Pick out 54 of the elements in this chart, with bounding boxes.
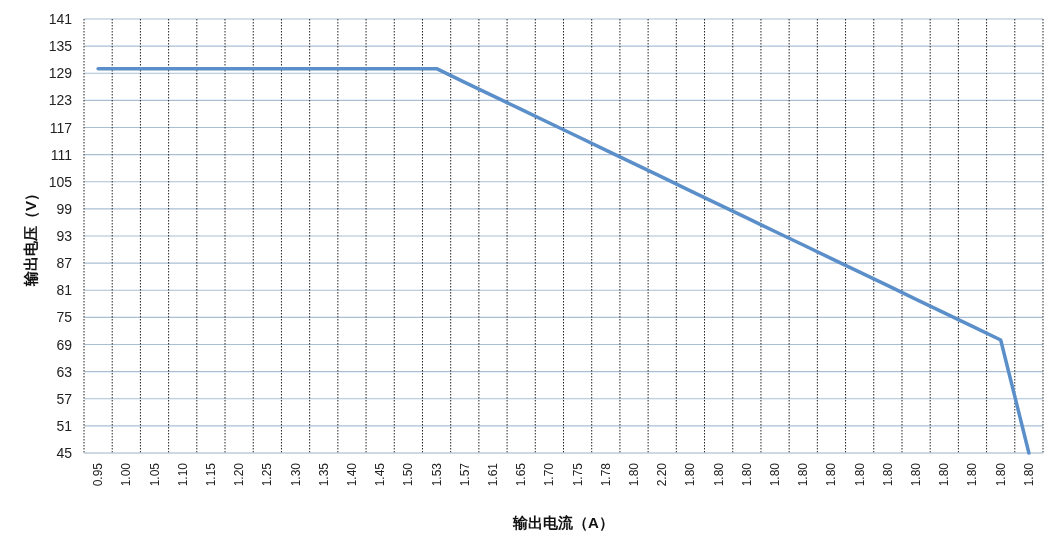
y-tick-label: 111 xyxy=(50,146,73,163)
y-tick-label: 87 xyxy=(56,255,73,272)
y-tick-label: 81 xyxy=(56,282,73,299)
x-tick-label: 1.80 xyxy=(909,462,924,487)
x-tick-label: 1.80 xyxy=(880,462,895,487)
y-tick-label: 51 xyxy=(56,417,73,434)
x-tick-label: 1.30 xyxy=(288,462,303,487)
line-series xyxy=(96,66,1031,455)
x-tick-label: 1.57 xyxy=(457,462,472,487)
x-tick-label: 1.80 xyxy=(711,462,726,487)
x-tick-label: 1.05 xyxy=(147,462,162,487)
y-tick-label: 99 xyxy=(56,200,73,217)
y-tick-label: 69 xyxy=(56,336,73,353)
x-tick-label: 1.80 xyxy=(993,462,1008,487)
y-axis-title: 输出电压（V） xyxy=(22,185,39,288)
x-tick-label: 1.45 xyxy=(373,462,388,487)
x-tick-label: 1.35 xyxy=(316,462,331,487)
y-tick-label: 129 xyxy=(48,65,73,82)
x-tick-label: 1.80 xyxy=(1021,462,1036,487)
x-tick-label: 1.80 xyxy=(937,462,952,487)
y-tick-label: 63 xyxy=(56,363,73,380)
x-tick-label: 1.53 xyxy=(429,462,444,487)
x-tick-label: 1.80 xyxy=(768,462,783,487)
x-tick-label: 1.40 xyxy=(344,462,359,487)
x-tick-label: 1.00 xyxy=(119,462,134,487)
y-tick-label: 93 xyxy=(56,228,73,244)
y-tick-label: 141 xyxy=(48,11,73,27)
x-tick-label: 1.15 xyxy=(203,462,218,487)
x-tick-label: 1.80 xyxy=(627,462,642,487)
x-tick-label: 1.65 xyxy=(514,462,529,487)
x-tick-label: 1.10 xyxy=(175,462,190,487)
x-tick-label: 1.80 xyxy=(824,462,839,487)
x-tick-label: 1.50 xyxy=(401,462,416,487)
y-tick-label: 135 xyxy=(48,38,73,55)
x-tick-label: 1.25 xyxy=(260,462,275,487)
y-tick-label: 123 xyxy=(48,92,73,109)
x-tick-label: 1.70 xyxy=(542,462,557,487)
x-tick-label: 1.80 xyxy=(852,462,867,487)
x-tick-label: 1.80 xyxy=(965,462,980,487)
x-tick-label: 1.78 xyxy=(598,462,613,487)
y-tick-label: 45 xyxy=(56,445,73,461)
x-tick-label: 1.80 xyxy=(683,462,698,487)
y-tick-label: 117 xyxy=(49,119,73,136)
x-tick-label: 1.80 xyxy=(739,462,754,487)
x-tick-label: 1.75 xyxy=(570,462,585,487)
y-tick-label: 75 xyxy=(56,309,73,326)
x-tick-label: 1.80 xyxy=(796,462,811,487)
x-tick-label: 1.61 xyxy=(485,462,500,487)
x-tick-label: 2.20 xyxy=(655,462,670,487)
x-tick-label: 0.95 xyxy=(91,462,106,487)
x-tick-label: 1.20 xyxy=(232,462,247,487)
y-tick-label: 105 xyxy=(48,173,73,190)
x-axis-title: 输出电流（A） xyxy=(512,514,614,531)
y-tick-label: 57 xyxy=(56,390,73,407)
